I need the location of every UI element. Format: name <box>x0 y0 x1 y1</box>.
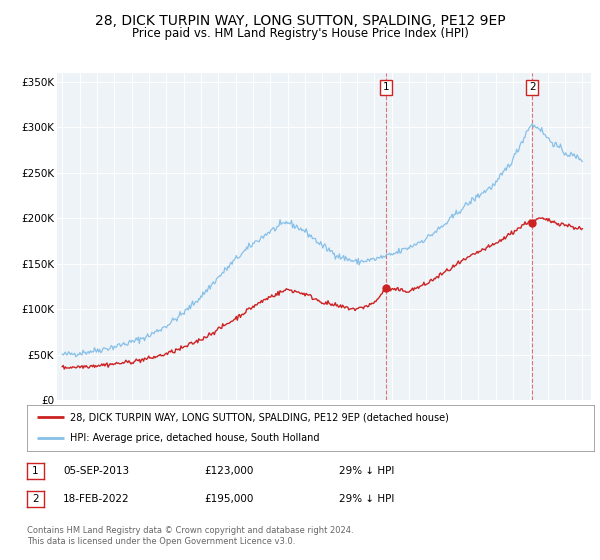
Text: 2: 2 <box>32 494 39 504</box>
Text: 1: 1 <box>383 82 389 92</box>
Text: £123,000: £123,000 <box>204 466 253 476</box>
Text: Contains HM Land Registry data © Crown copyright and database right 2024.
This d: Contains HM Land Registry data © Crown c… <box>27 526 353 546</box>
Text: Price paid vs. HM Land Registry's House Price Index (HPI): Price paid vs. HM Land Registry's House … <box>131 27 469 40</box>
Text: 28, DICK TURPIN WAY, LONG SUTTON, SPALDING, PE12 9EP (detached house): 28, DICK TURPIN WAY, LONG SUTTON, SPALDI… <box>70 412 448 422</box>
Text: 29% ↓ HPI: 29% ↓ HPI <box>339 466 394 476</box>
Text: 29% ↓ HPI: 29% ↓ HPI <box>339 494 394 504</box>
Text: £195,000: £195,000 <box>204 494 253 504</box>
Text: HPI: Average price, detached house, South Holland: HPI: Average price, detached house, Sout… <box>70 433 319 444</box>
Text: 1: 1 <box>32 466 39 476</box>
Text: 2: 2 <box>529 82 536 92</box>
Text: 18-FEB-2022: 18-FEB-2022 <box>63 494 130 504</box>
Text: 28, DICK TURPIN WAY, LONG SUTTON, SPALDING, PE12 9EP: 28, DICK TURPIN WAY, LONG SUTTON, SPALDI… <box>95 14 505 28</box>
Text: 05-SEP-2013: 05-SEP-2013 <box>63 466 129 476</box>
